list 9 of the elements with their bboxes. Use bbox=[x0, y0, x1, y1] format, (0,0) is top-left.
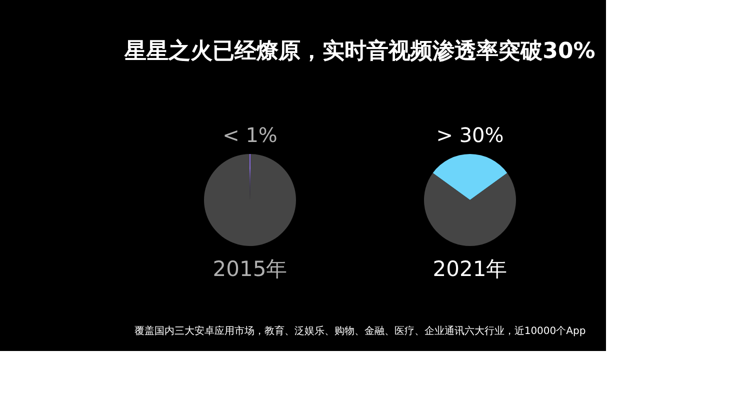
pie-slice bbox=[424, 172, 516, 246]
pie-slice bbox=[204, 154, 296, 246]
pie-slice bbox=[432, 154, 508, 200]
text: 2021年 bbox=[432, 257, 508, 281]
text: 覆盖国内三大安卓应用市场，教育、泛娱乐、购物、金融、医疗、企业通讯六大行业，近10000个App bbox=[134, 325, 586, 337]
data-label: > 30% bbox=[436, 123, 504, 147]
text: 2015年 bbox=[212, 257, 288, 281]
text: 星星之火已经燎原，实时音视频渗透率突破30% bbox=[124, 38, 596, 64]
data-label: < 1% bbox=[222, 123, 278, 147]
